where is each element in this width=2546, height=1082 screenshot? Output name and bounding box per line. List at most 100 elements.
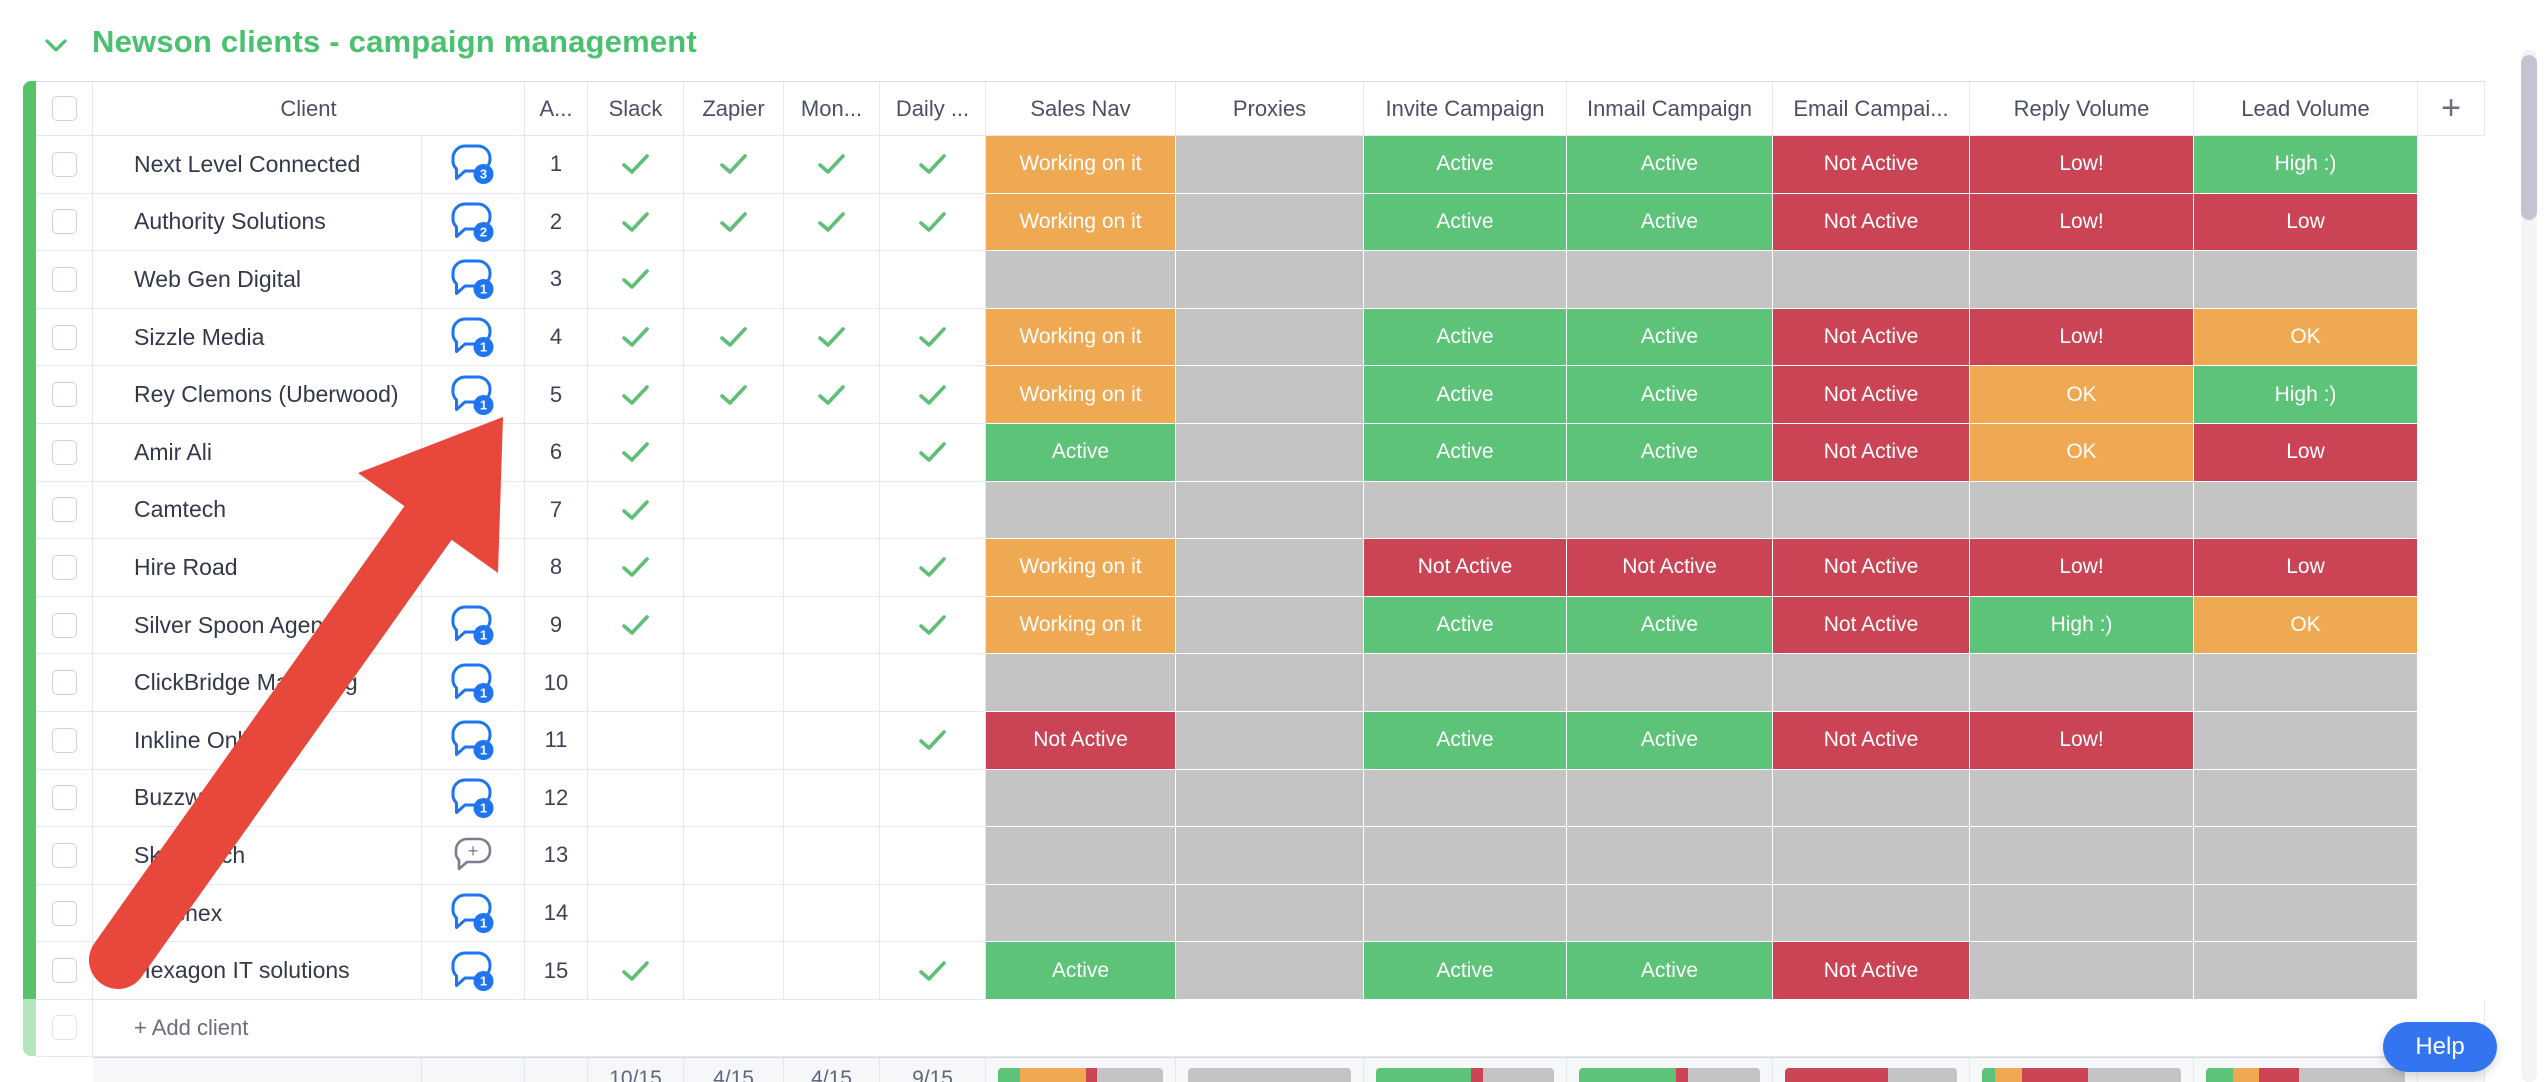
add-column-button[interactable]: + xyxy=(2418,82,2485,136)
row-checkbox[interactable] xyxy=(52,209,77,234)
integration-check-cell[interactable] xyxy=(684,424,784,482)
status-cell[interactable]: Low xyxy=(2194,539,2418,597)
integration-check-cell[interactable] xyxy=(784,366,880,424)
conversation-cell[interactable]: 1 xyxy=(422,251,525,309)
status-cell[interactable]: OK xyxy=(1970,366,2194,424)
status-cell[interactable]: OK xyxy=(1970,424,2194,482)
status-cell[interactable] xyxy=(1773,770,1970,828)
integration-check-cell[interactable] xyxy=(784,712,880,770)
status-cell[interactable] xyxy=(1176,309,1364,367)
status-cell[interactable]: Active xyxy=(1567,712,1773,770)
integration-check-cell[interactable] xyxy=(684,194,784,252)
integration-check-cell[interactable] xyxy=(784,309,880,367)
integration-check-cell[interactable] xyxy=(784,654,880,712)
status-cell[interactable] xyxy=(986,654,1176,712)
status-cell[interactable]: Low xyxy=(2194,194,2418,252)
column-header-slack[interactable]: Slack xyxy=(588,82,684,136)
integration-check-cell[interactable] xyxy=(684,597,784,655)
client-name[interactable]: Buzzworks xyxy=(134,784,245,811)
integration-check-cell[interactable] xyxy=(684,654,784,712)
integration-check-cell[interactable] xyxy=(784,424,880,482)
column-header-client[interactable]: Client xyxy=(93,82,525,136)
status-cell[interactable] xyxy=(1773,885,1970,943)
integration-check-cell[interactable] xyxy=(880,654,986,712)
status-cell[interactable] xyxy=(1364,482,1567,540)
status-cell[interactable]: Low xyxy=(2194,424,2418,482)
status-cell[interactable] xyxy=(1773,482,1970,540)
conversation-icon[interactable]: 1 xyxy=(450,892,496,934)
status-cell[interactable]: Working on it xyxy=(986,194,1176,252)
status-cell[interactable] xyxy=(1176,424,1364,482)
integration-check-cell[interactable] xyxy=(684,712,784,770)
status-cell[interactable]: Not Active xyxy=(1773,539,1970,597)
column-header-sales-nav[interactable]: Sales Nav xyxy=(986,82,1176,136)
conversation-cell[interactable]: 1 xyxy=(422,654,525,712)
status-cell[interactable]: Active xyxy=(1364,366,1567,424)
integration-check-cell[interactable] xyxy=(588,597,684,655)
integration-check-cell[interactable] xyxy=(880,827,986,885)
status-cell[interactable]: Active xyxy=(1364,136,1567,194)
integration-check-cell[interactable] xyxy=(784,827,880,885)
status-cell[interactable] xyxy=(1970,770,2194,828)
integration-check-cell[interactable] xyxy=(784,251,880,309)
status-cell[interactable]: High :) xyxy=(2194,366,2418,424)
integration-check-cell[interactable] xyxy=(784,770,880,828)
status-cell[interactable] xyxy=(986,770,1176,828)
client-name[interactable]: Hexagon IT solutions xyxy=(134,957,350,984)
status-cell[interactable]: Not Active xyxy=(1773,366,1970,424)
status-cell[interactable] xyxy=(1176,539,1364,597)
conversation-cell[interactable]: 3 xyxy=(422,136,525,194)
status-cell[interactable]: Not Active xyxy=(1364,539,1567,597)
row-checkbox[interactable] xyxy=(52,785,77,810)
conversation-cell[interactable]: 1 xyxy=(422,309,525,367)
status-cell[interactable] xyxy=(1176,654,1364,712)
integration-check-cell[interactable] xyxy=(684,539,784,597)
row-checkbox[interactable] xyxy=(52,555,77,580)
conversation-cell[interactable]: 1 xyxy=(422,885,525,943)
status-cell[interactable] xyxy=(1176,885,1364,943)
status-cell[interactable]: OK xyxy=(2194,597,2418,655)
status-cell[interactable]: Active xyxy=(1364,309,1567,367)
integration-check-cell[interactable] xyxy=(784,597,880,655)
status-cell[interactable]: Not Active xyxy=(1773,597,1970,655)
status-cell[interactable]: Low! xyxy=(1970,712,2194,770)
status-cell[interactable]: Not Active xyxy=(1773,309,1970,367)
select-all-checkbox[interactable] xyxy=(52,96,77,121)
status-cell[interactable]: Active xyxy=(1364,597,1567,655)
status-cell[interactable]: Active xyxy=(1364,194,1567,252)
column-header-daily[interactable]: Daily ... xyxy=(880,82,986,136)
integration-check-cell[interactable] xyxy=(588,136,684,194)
column-header-reply-volume[interactable]: Reply Volume xyxy=(1970,82,2194,136)
column-header-inmail-campaign[interactable]: Inmail Campaign xyxy=(1567,82,1773,136)
row-checkbox[interactable] xyxy=(52,440,77,465)
status-cell[interactable]: Active xyxy=(986,424,1176,482)
status-cell[interactable] xyxy=(1176,194,1364,252)
status-cell[interactable]: Active xyxy=(1567,194,1773,252)
status-cell[interactable] xyxy=(986,251,1176,309)
status-cell[interactable] xyxy=(1364,654,1567,712)
status-cell[interactable]: Active xyxy=(1567,309,1773,367)
add-conversation-icon[interactable]: + xyxy=(453,836,493,874)
integration-check-cell[interactable] xyxy=(684,885,784,943)
status-cell[interactable]: Active xyxy=(1364,424,1567,482)
integration-check-cell[interactable] xyxy=(684,366,784,424)
conversation-cell[interactable]: 1 xyxy=(422,770,525,828)
status-cell[interactable]: Not Active xyxy=(1773,136,1970,194)
status-cell[interactable] xyxy=(986,482,1176,540)
integration-check-cell[interactable] xyxy=(880,366,986,424)
status-cell[interactable] xyxy=(1364,827,1567,885)
status-cell[interactable] xyxy=(2194,251,2418,309)
status-cell[interactable] xyxy=(1176,136,1364,194)
status-cell[interactable] xyxy=(1176,712,1364,770)
integration-check-cell[interactable] xyxy=(880,770,986,828)
conversation-icon[interactable]: 2 xyxy=(450,201,496,243)
column-header-monday[interactable]: Mon... xyxy=(784,82,880,136)
status-cell[interactable] xyxy=(1176,366,1364,424)
collapse-group-icon[interactable] xyxy=(44,38,68,53)
row-checkbox[interactable] xyxy=(52,382,77,407)
integration-check-cell[interactable] xyxy=(684,251,784,309)
status-cell[interactable]: Active xyxy=(1567,942,1773,1000)
conversation-icon[interactable]: 1 xyxy=(450,777,496,819)
status-cell[interactable] xyxy=(1176,770,1364,828)
status-cell[interactable] xyxy=(2194,770,2418,828)
